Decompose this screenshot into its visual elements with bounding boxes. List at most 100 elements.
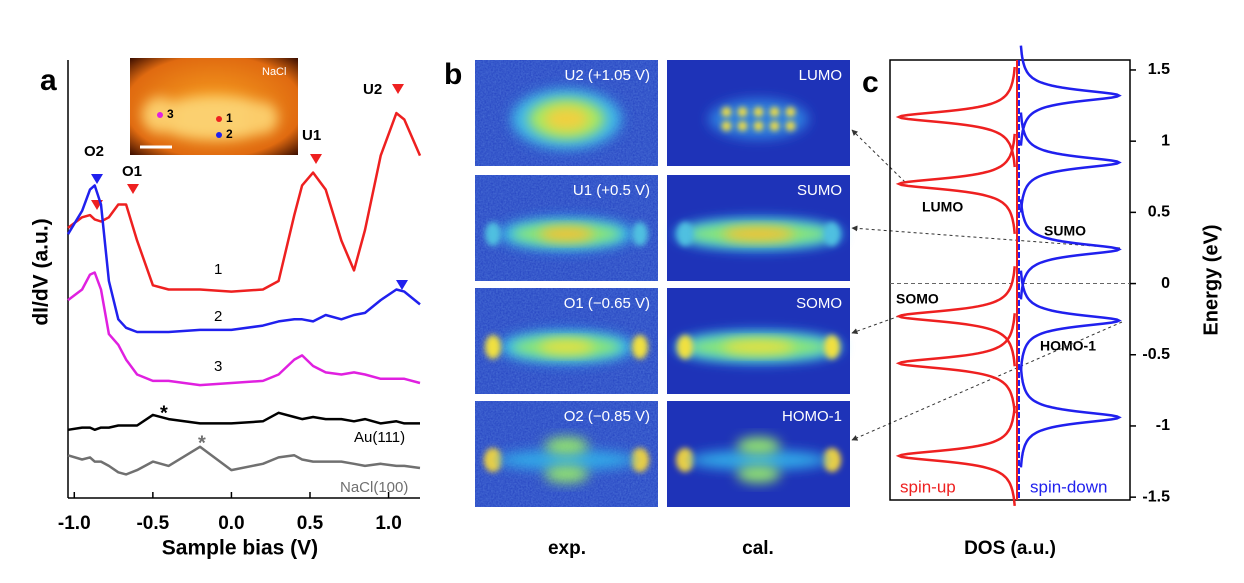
series-label: 2 bbox=[214, 308, 222, 325]
peak-label: O2 bbox=[84, 143, 104, 160]
blob bbox=[722, 227, 795, 241]
panel-label: b bbox=[444, 58, 462, 91]
blob bbox=[785, 107, 796, 117]
series-label: Au(111) bbox=[354, 429, 405, 446]
blob bbox=[769, 107, 780, 117]
blob bbox=[484, 448, 502, 472]
dos-peak bbox=[1019, 270, 1122, 371]
blob bbox=[677, 335, 693, 359]
image-label: U1 (+0.5 V) bbox=[573, 182, 650, 199]
blob bbox=[708, 99, 809, 139]
orbital-image: HOMO-1 bbox=[667, 401, 850, 507]
x-tick-label: -1.0 bbox=[58, 513, 91, 534]
orbital-image: U1 (+0.5 V) bbox=[475, 175, 658, 281]
image-label: LUMO bbox=[799, 67, 842, 84]
dot bbox=[216, 132, 222, 138]
dot bbox=[157, 112, 163, 118]
spectrum-line bbox=[67, 411, 420, 432]
inset-label: NaCl bbox=[262, 66, 286, 78]
dos-peak bbox=[895, 313, 1016, 414]
spectrum-line bbox=[67, 445, 421, 476]
image-grid: U2 (+1.05 V) LUMO U1 (+0.5 V) SUMO O1 (−0.65… bbox=[475, 60, 850, 507]
blob bbox=[544, 107, 589, 131]
image-label: HOMO-1 bbox=[782, 408, 842, 425]
image-label: SUMO bbox=[797, 182, 842, 199]
dos-peak bbox=[895, 266, 1016, 367]
y-tick-label: 1 bbox=[1161, 132, 1170, 149]
asterisk: * bbox=[160, 402, 168, 424]
inset-label: 1 bbox=[226, 111, 233, 125]
dos-peak bbox=[1019, 112, 1122, 213]
legend-label: spin-up bbox=[900, 477, 956, 496]
peak-label: U2 bbox=[363, 81, 382, 98]
blob bbox=[824, 222, 840, 246]
blob bbox=[485, 222, 501, 246]
blob bbox=[769, 121, 780, 131]
series-label: 3 bbox=[214, 358, 222, 375]
peak-label: O1 bbox=[122, 163, 142, 180]
dos-peak bbox=[1019, 367, 1122, 468]
y-tick-label: 0.5 bbox=[1148, 204, 1170, 221]
y-tick-label: 0 bbox=[1161, 275, 1170, 292]
blob bbox=[496, 450, 637, 470]
marker bbox=[392, 84, 404, 94]
blob bbox=[539, 340, 594, 354]
x-tick-label: 0.0 bbox=[218, 513, 244, 534]
blob bbox=[737, 107, 748, 117]
asterisk: * bbox=[198, 432, 206, 454]
blob bbox=[785, 121, 796, 131]
y-tick-label: -1.5 bbox=[1142, 488, 1170, 505]
dos-peak bbox=[1019, 199, 1122, 300]
blob bbox=[485, 335, 501, 359]
inset-label: 3 bbox=[167, 107, 174, 121]
orbital-image: LUMO bbox=[667, 60, 850, 166]
y-axis-label: dI/dV (a.u.) bbox=[30, 218, 53, 325]
image-label: U2 (+1.05 V) bbox=[565, 67, 650, 84]
marker bbox=[396, 280, 408, 290]
series-label: NaCl(100) bbox=[340, 479, 408, 496]
dos-peak bbox=[895, 133, 1016, 235]
blob bbox=[736, 437, 781, 455]
orbital-label: LUMO bbox=[922, 199, 963, 215]
image-label: O2 (−0.85 V) bbox=[564, 408, 650, 425]
y-tick-label: -0.5 bbox=[1142, 346, 1170, 363]
arrow bbox=[851, 321, 1123, 441]
dot bbox=[216, 116, 222, 122]
orbital-image: O2 (−0.85 V) bbox=[475, 401, 658, 507]
blob bbox=[677, 222, 693, 246]
panel-label: c bbox=[862, 66, 879, 99]
x-axis-label: Sample bias (V) bbox=[162, 537, 318, 560]
x-tick-label: 0.5 bbox=[297, 513, 324, 534]
y-tick-label: 1.5 bbox=[1148, 61, 1170, 78]
plot-frame bbox=[889, 59, 1131, 501]
spectrum-line bbox=[66, 184, 421, 334]
orbital-image: O1 (−0.65 V) bbox=[475, 288, 658, 394]
x-tick-label: 1.0 bbox=[375, 513, 401, 534]
panel-label: a bbox=[40, 64, 57, 97]
blob bbox=[632, 222, 648, 246]
legend-label: spin-down bbox=[1030, 477, 1108, 496]
arrow bbox=[851, 129, 906, 183]
orbital-label: SOMO bbox=[896, 291, 939, 307]
series-label: 1 bbox=[214, 261, 222, 278]
blob bbox=[544, 465, 589, 483]
orbital-label: SUMO bbox=[1044, 223, 1086, 239]
blob bbox=[736, 465, 781, 483]
blob bbox=[722, 340, 795, 354]
marker bbox=[91, 174, 103, 184]
blob bbox=[753, 121, 764, 131]
orbital-image: SUMO bbox=[667, 175, 850, 281]
arrows bbox=[851, 129, 1123, 441]
marker bbox=[127, 184, 139, 194]
blob bbox=[753, 107, 764, 117]
x-tick-label: -0.5 bbox=[136, 513, 169, 534]
arrow bbox=[851, 313, 906, 335]
spectrum-line bbox=[67, 271, 421, 387]
orbital-image: SOMO bbox=[667, 288, 850, 394]
blob bbox=[688, 450, 829, 470]
blob bbox=[823, 448, 841, 472]
peak-label: U1 bbox=[302, 127, 321, 144]
image-label: SOMO bbox=[796, 295, 842, 312]
dos-peak bbox=[895, 66, 1016, 168]
